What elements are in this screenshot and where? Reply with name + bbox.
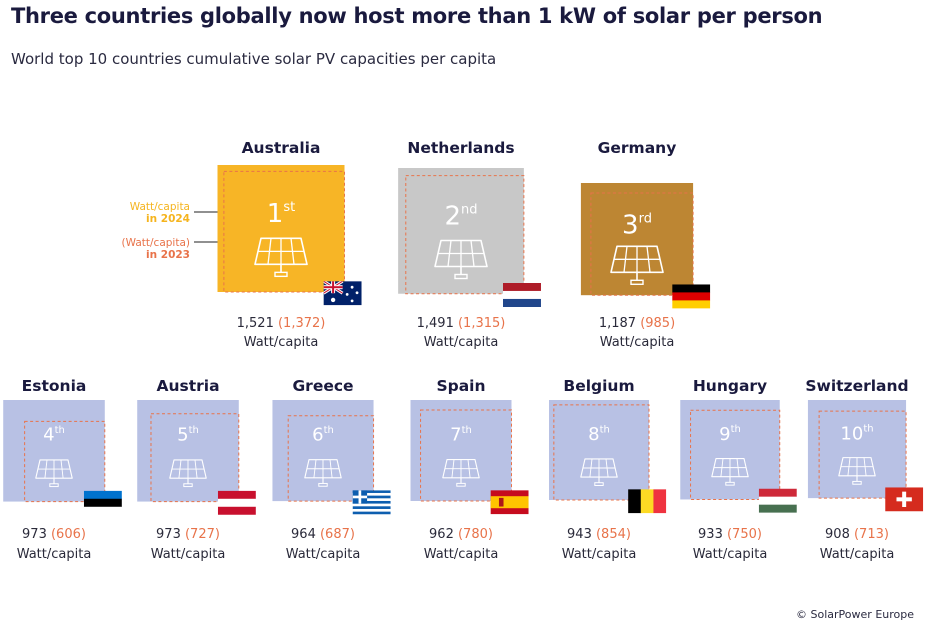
country-switzerland: Switzerland 10th 908 (713) Watt/capita: [805, 377, 924, 562]
capacity-2024-square: [3, 400, 105, 502]
rank-label: 7th: [450, 424, 472, 445]
flag-hungary: [758, 488, 797, 513]
rank-label: 1st: [267, 199, 295, 229]
unit-label: Watt/capita: [820, 547, 895, 562]
country-name: Austria: [156, 377, 219, 395]
country-austria: Austria 5th 973 (727) Watt/capita: [137, 377, 256, 562]
country-name: Switzerland: [805, 377, 908, 395]
flag-germany: [672, 284, 711, 309]
country-netherlands: Netherlands 2nd 1,491 (1,315) Watt/capita: [398, 139, 541, 350]
capacity-values: 964 (687): [291, 527, 355, 542]
rank-label: 3rd: [622, 210, 652, 240]
unit-label: Watt/capita: [151, 547, 226, 562]
capacity-values: 943 (854): [567, 527, 631, 542]
solar-panel-icon: [442, 459, 480, 487]
solar-panel-icon: [434, 239, 488, 280]
unit-label: Watt/capita: [424, 547, 499, 562]
country-name: Hungary: [693, 377, 767, 395]
capacity-values: 973 (727): [156, 527, 220, 542]
country-name: Australia: [242, 139, 321, 157]
country-spain: Spain 7th 962 (780) Watt/capita: [410, 377, 529, 562]
legend-previous-line2: in 2023: [146, 249, 190, 261]
solar-panel-icon: [580, 458, 618, 486]
solar-panel-icon: [35, 459, 73, 488]
rank-label: 10th: [840, 423, 873, 444]
rank-label: 6th: [312, 424, 334, 445]
flag-spain: [490, 490, 529, 515]
solar-panel-icon: [711, 457, 749, 486]
country-name: Belgium: [563, 377, 634, 395]
flag-switzerland: [885, 487, 924, 512]
capacity-values: 1,491 (1,315): [417, 316, 506, 331]
capacity-values: 908 (713): [825, 527, 889, 542]
rank-label: 5th: [177, 425, 199, 446]
legend-current-line1: Watt/capita: [130, 201, 190, 213]
source-credit: © SolarPower Europe: [796, 608, 914, 621]
solar-panel-icon: [304, 459, 342, 487]
capacity-2024-square: [680, 400, 780, 500]
capacity-2023-square: [590, 192, 694, 296]
solar-panel-icon: [838, 457, 876, 485]
legend: Watt/capita in 2024 (Watt/capita) in 202…: [122, 201, 238, 261]
capacity-2024-square: [410, 400, 512, 502]
rank-label: 8th: [588, 424, 610, 445]
chart-subtitle: World top 10 countries cumulative solar …: [11, 50, 497, 68]
legend-previous-line1: (Watt/capita): [122, 237, 190, 249]
unit-label: Watt/capita: [600, 335, 675, 350]
rank-label: 2nd: [444, 202, 477, 232]
capacity-values: 933 (750): [698, 527, 762, 542]
country-belgium: Belgium 8th 943 (854) Watt/capita: [549, 377, 667, 562]
unit-label: Watt/capita: [17, 547, 92, 562]
capacity-2024-square: [137, 400, 239, 502]
country-estonia: Estonia 4th 973 (606) Watt/capita: [3, 377, 122, 562]
unit-label: Watt/capita: [562, 547, 637, 562]
capacity-values: 1,521 (1,372): [237, 316, 326, 331]
country-name: Germany: [598, 139, 677, 157]
country-hungary: Hungary 9th 933 (750) Watt/capita: [680, 377, 797, 562]
capacity-values: 973 (606): [22, 527, 86, 542]
capacity-2023-square: [287, 415, 375, 502]
unit-label: Watt/capita: [424, 335, 499, 350]
country-name: Greece: [292, 377, 353, 395]
solar-panel-icon: [610, 245, 664, 285]
country-name: Estonia: [22, 377, 87, 395]
capacity-2023-square: [405, 175, 525, 295]
rank-label: 9th: [719, 424, 741, 445]
country-greece: Greece 6th 964 (687) Watt/capita: [272, 377, 391, 562]
unit-label: Watt/capita: [286, 547, 361, 562]
unit-label: Watt/capita: [244, 335, 319, 350]
country-australia: Australia 1st 1,521 (1,372) Watt/capita: [217, 139, 362, 350]
capacity-values: 962 (780): [429, 527, 493, 542]
capacity-2023-square: [818, 410, 907, 499]
unit-label: Watt/capita: [693, 547, 768, 562]
capacity-2023-square: [690, 409, 781, 500]
flag-greece: [352, 490, 391, 515]
solar-panel-icon: [254, 237, 308, 278]
country-germany: Germany 3rd 1,187 (985) Watt/capita: [580, 139, 711, 350]
chart-title: Three countries globally now host more t…: [11, 4, 823, 28]
capacity-2024-square: [807, 400, 907, 499]
legend-current-line2: in 2024: [146, 213, 190, 225]
flag-estonia: [83, 490, 122, 515]
flag-belgium: [628, 489, 667, 514]
capacity-2023-square: [553, 404, 650, 501]
flag-australia: [323, 281, 362, 306]
capacity-values: 1,187 (985): [599, 316, 675, 331]
capacity-2023-square: [420, 409, 513, 502]
flag-austria: [217, 490, 256, 515]
capacity-2024-square: [272, 400, 374, 502]
country-name: Spain: [436, 377, 485, 395]
solar-panel-icon: [169, 459, 207, 488]
rank-label: 4th: [43, 425, 65, 446]
capacity-2023-square: [24, 420, 106, 503]
capacity-2024-square: [549, 400, 649, 500]
flag-netherlands: [502, 282, 541, 307]
country-name: Netherlands: [407, 139, 514, 157]
